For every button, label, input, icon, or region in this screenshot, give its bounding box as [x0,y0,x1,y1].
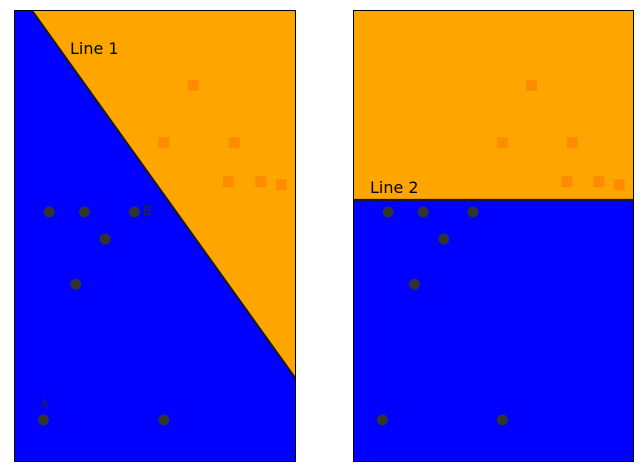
square-point [275,179,287,191]
circle-point [376,414,388,426]
square-point [222,176,234,188]
square-point [526,79,538,91]
circle-point [43,206,55,218]
circle-point [79,206,90,218]
square-point [255,176,267,188]
boundary-label-1: Line 1 [70,39,119,58]
boundary-line [30,10,296,380]
circle-point [467,206,479,218]
square-point [496,137,508,149]
point-label-a: A [40,397,49,411]
plot-1: BA [14,10,296,462]
circle-point [417,206,429,218]
circle-point [158,414,170,426]
square-point [593,176,605,188]
boundary-label-2: Line 2 [370,178,419,197]
plot-frame [14,10,296,462]
circle-point [496,414,508,426]
square-point [567,137,579,149]
square-point [228,137,240,149]
plot-frame [353,10,634,462]
circle-point [128,206,140,218]
region-above [353,10,634,200]
square-point [158,137,170,149]
square-point [187,79,199,91]
circle-point [70,278,82,290]
circle-point [37,414,49,426]
circle-point [438,233,450,245]
point-label-b: B [143,204,151,218]
circle-point [408,278,420,290]
circle-point [382,206,394,218]
circle-point [99,233,111,245]
plot-2 [353,10,634,462]
square-point [613,179,625,191]
square-point [561,176,573,188]
